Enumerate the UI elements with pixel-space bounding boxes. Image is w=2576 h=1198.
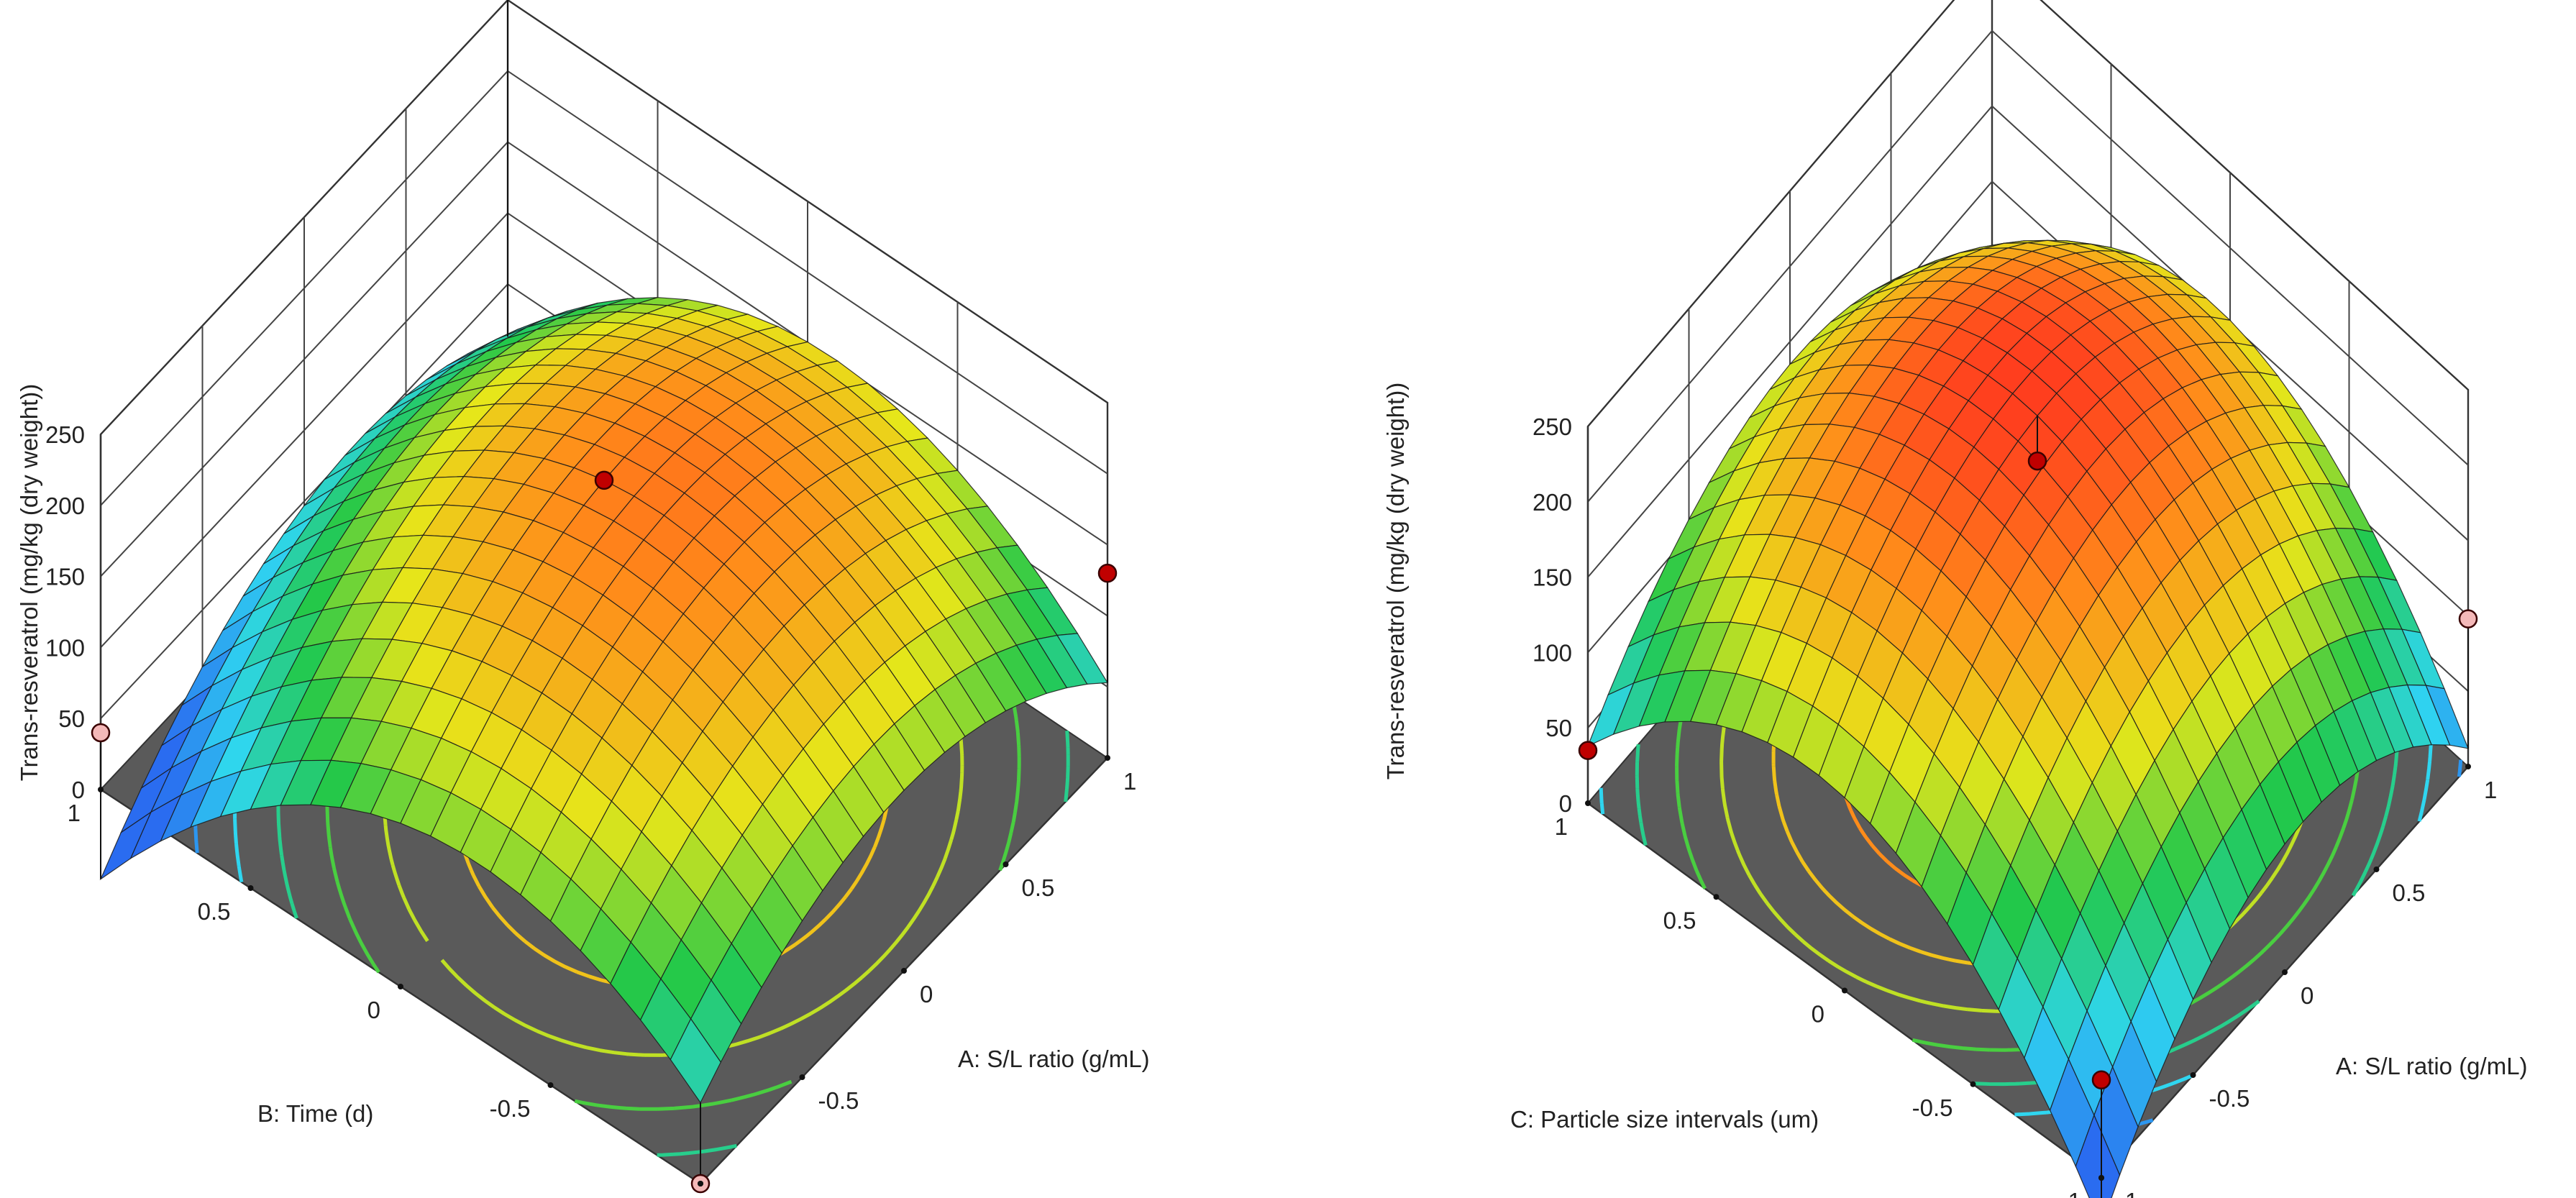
x-axis-label: A: S/L ratio (g/mL) [2336,1053,2528,1079]
surface-chart-particle-size: Trans-resveratrol (mg/kg (dry weight)) A… [1382,0,2528,1198]
design-point [91,723,111,743]
y-tick-label: 0 [367,997,380,1023]
x-tick-mark [2190,1072,2196,1078]
z-axis-label: Trans-resveratrol (mg/kg (dry weight)) [16,384,42,782]
x-tick-label: -1 [2117,1188,2138,1198]
y-tick-mark [98,787,104,792]
design-point [2091,1070,2111,1090]
z-tick-label: 100 [45,634,85,661]
y-tick-mark [547,1082,554,1088]
y-tick-label: -1 [659,1194,680,1198]
z-axis-label: Trans-resveratrol (mg/kg (dry weight)) [1382,383,1409,780]
y-tick-mark [398,984,403,989]
y-tick-mark [698,1181,703,1186]
design-point [2027,451,2047,471]
x-axis-label: A: S/L ratio (g/mL) [958,1046,1150,1072]
design-point [594,470,614,490]
wall-gridline [1587,29,2469,503]
x-tick-label: -0.5 [818,1087,859,1114]
z-tick-label: 200 [45,493,85,519]
y-axis-label: C: Particle size intervals (um) [1510,1106,1819,1133]
z-tick-label: 200 [1533,489,1572,516]
x-tick-mark [901,968,907,974]
x-tick-label: 0 [2301,982,2314,1009]
design-point [1097,563,1118,583]
z-tick-label: 0 [1559,790,1572,817]
x-tick-label: 0.5 [1022,874,1055,901]
surface-cell [670,1018,721,1104]
surface-cell [2075,1114,2121,1198]
x-tick-label: 0 [920,981,933,1007]
y-tick-label: 0 [1812,1001,1824,1028]
z-tick-label: 50 [58,705,85,732]
y-tick-mark [1713,894,1719,900]
z-tick-label: 250 [45,421,85,448]
x-tick-mark [1002,861,1009,867]
y-tick-mark [1970,1081,1976,1087]
design-point [2458,609,2478,628]
y-tick-label: 0.5 [198,898,231,925]
x-tick-label: 1 [2484,777,2497,803]
y-tick-label: -0.5 [1912,1094,1953,1121]
x-tick-label: 1 [1123,768,1136,795]
y-tick-mark [1842,987,1847,994]
surface-chart-time: Trans-resveratrol (mg/kg (dry weight)) A… [16,0,1150,1198]
y-tick-mark [2098,1175,2104,1181]
y-axis-label: B: Time (d) [257,1100,373,1127]
design-point [1578,741,1598,760]
y-tick-mark [1585,800,1591,806]
x-tick-mark [2465,764,2471,769]
z-tick-label: 50 [1545,715,1572,741]
z-tick-label: 0 [72,777,85,803]
x-tick-label: 0.5 [2393,879,2426,906]
y-tick-mark [247,885,254,891]
x-tick-label: -1 [716,1194,737,1198]
y-tick-label: 1 [68,800,81,826]
z-tick-label: 250 [1533,413,1572,440]
y-tick-label: -0.5 [490,1095,531,1122]
z-tick-label: 100 [1533,639,1572,666]
x-tick-mark [799,1074,805,1080]
wall-gridline [1587,105,2469,578]
x-tick-label: -0.5 [2209,1085,2250,1112]
y-tick-label: 0.5 [1663,907,1696,933]
y-tick-label: -1 [2060,1188,2081,1198]
x-tick-mark [2282,969,2288,975]
x-tick-mark [2373,867,2380,872]
x-tick-mark [1105,755,1110,761]
z-tick-label: 150 [1533,564,1572,591]
y-tick-label: 1 [1555,813,1568,840]
z-tick-label: 150 [45,564,85,590]
